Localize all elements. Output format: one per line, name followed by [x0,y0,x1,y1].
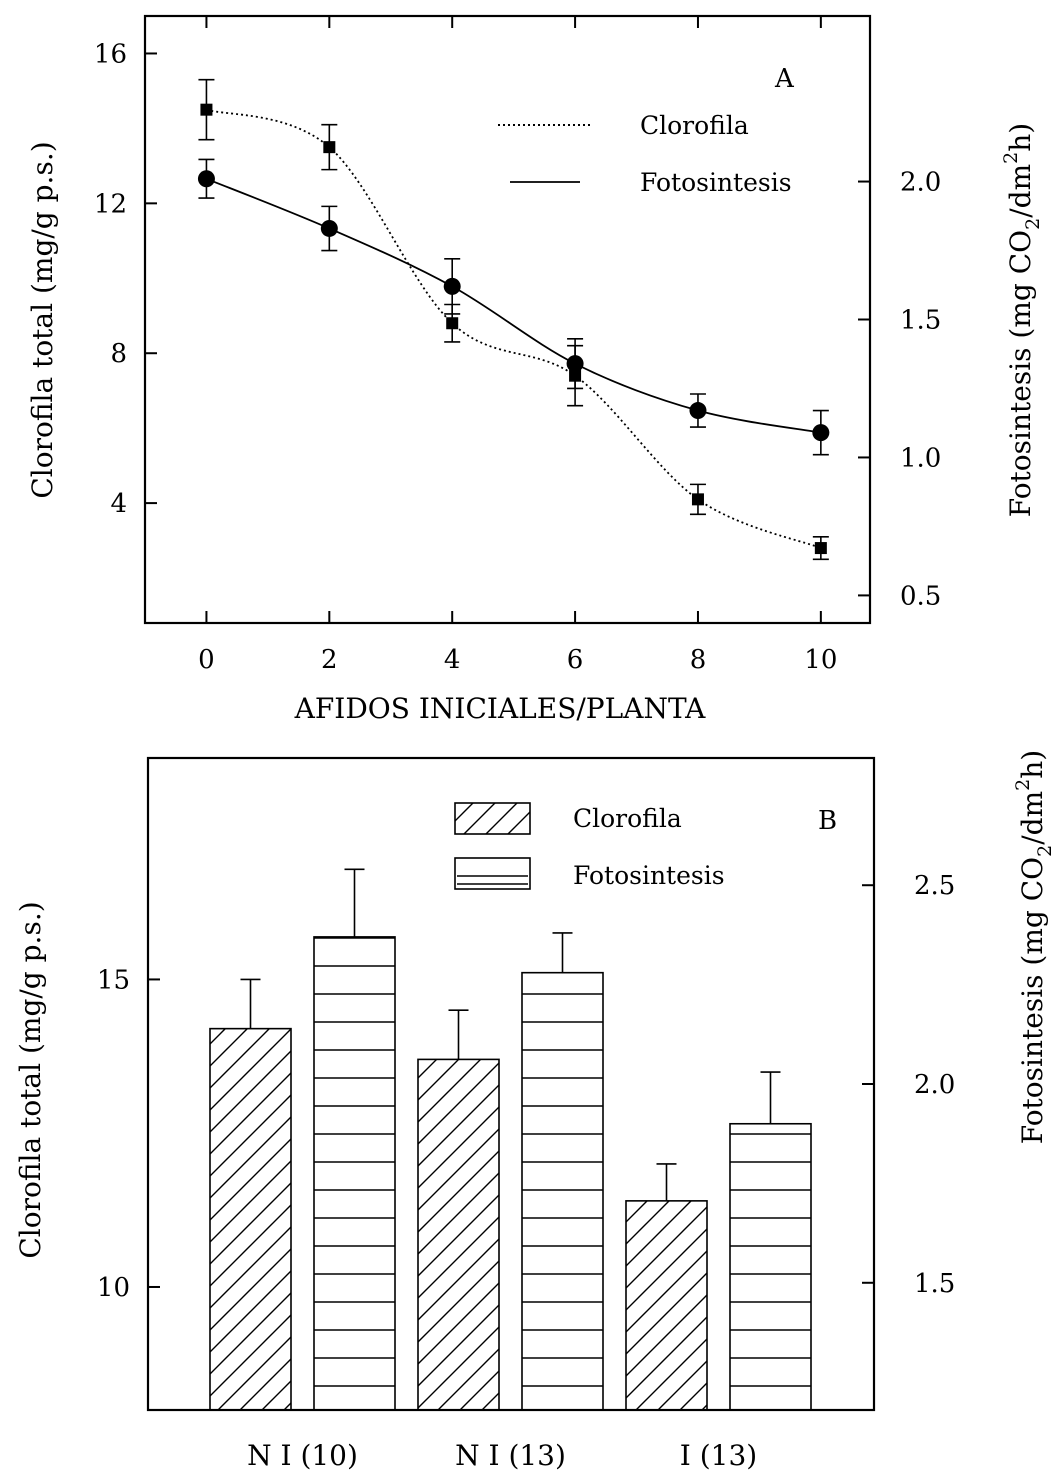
left-y-tick-label: 15 [97,965,130,995]
left-y-tick-label: 4 [110,489,127,519]
right-y-tick-label: 1.5 [914,1269,955,1299]
left-y-tick-label: 8 [110,339,127,369]
right-y-tick-label: 2.5 [914,871,955,901]
data-point-fotosintesis [689,402,707,420]
data-point-clorofila [691,493,704,506]
data-point-fotosintesis [812,424,830,442]
data-point-fotosintesis [320,219,338,237]
data-point-clorofila [200,103,213,116]
x-tick-label: 4 [444,645,461,675]
bar-fotosintesis [313,936,396,1411]
legend-fotosintesis-label: Fotosintesis [640,168,792,197]
panel-a-x-axis-title: AFIDOS INICIALES/PLANTA [294,692,706,725]
panel-a-legend: Clorofila Fotosintesis [498,111,792,197]
x-tick-label: 8 [690,645,707,675]
panel-b-right-axis-title: Fotosintesis (mg CO2/dm2h) [1012,750,1056,1144]
bar-fotosintesis [729,1122,812,1411]
bar-clorofila [417,1058,500,1411]
x-tick-label: 6 [567,645,584,675]
data-point-clorofila [814,542,827,555]
right-y-tick-label: 2.0 [914,1070,955,1100]
panel-b-legend: Clorofila Fotosintesis [454,802,725,890]
legend-clorofila-bar-label: Clorofila [573,804,682,833]
bar-fotosintesis [521,971,604,1411]
x-tick-label: 10 [804,645,837,675]
x-tick-label: 2 [321,645,338,675]
data-point-clorofila [323,141,336,154]
legend-clorofila-label: Clorofila [640,111,749,140]
right-y-tick-label: 2.0 [900,168,941,198]
x-category-label: I (13) [680,1439,757,1472]
panel-a-chart: 0 2 4 6 8 10 4 8 12 16 0.5 1.0 1.5 2.0 A Clorofila Fo… [26,14,1044,725]
bar-clorofila [209,1027,292,1411]
data-point-fotosintesis [566,355,584,373]
legend-clorofila-swatch [454,802,531,835]
data-point-clorofila [569,369,582,382]
panel-a-left-axis-title: Clorofila total (mg/g p.s.) [26,141,59,498]
panel-a-frame [143,14,872,625]
x-category-label: N I (10) [247,1439,358,1472]
series-line-fotosintesis [206,177,822,434]
bar-clorofila [625,1200,708,1411]
data-point-clorofila [446,317,459,330]
left-y-tick-label: 12 [94,189,127,219]
panel-b-chart: 10 15 1.5 2.0 2.5 N I (10) N I (13) I (13) B Cl… [14,750,1056,1472]
legend-fotosintesis-bar-label: Fotosintesis [573,861,725,890]
data-point-fotosintesis [443,277,461,295]
panel-b-letter: B [818,806,837,836]
panel-a-right-axis-title: Fotosintesis (mg CO2/dm2h) [1000,123,1044,517]
panel-b-left-axis-title: Clorofila total (mg/g p.s.) [14,901,47,1258]
right-y-tick-label: 0.5 [900,581,941,611]
left-y-tick-label: 16 [94,39,127,69]
right-y-tick-label: 1.0 [900,443,941,473]
data-point-fotosintesis [197,170,215,188]
x-tick-label: 0 [198,645,215,675]
right-y-tick-label: 1.5 [900,306,941,336]
panel-a-letter: A [774,64,795,94]
left-y-tick-label: 10 [97,1273,130,1303]
x-category-label: N I (13) [455,1439,566,1472]
